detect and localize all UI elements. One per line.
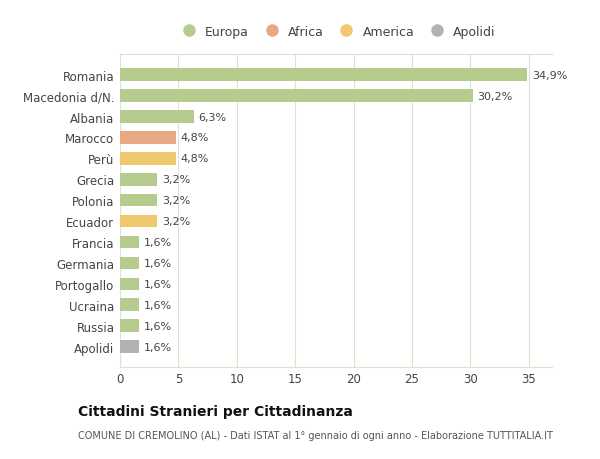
Text: Cittadini Stranieri per Cittadinanza: Cittadini Stranieri per Cittadinanza — [78, 404, 353, 419]
Bar — [120, 341, 139, 353]
Text: 1,6%: 1,6% — [143, 321, 172, 331]
Bar — [120, 236, 139, 249]
Bar — [120, 174, 157, 186]
Bar — [120, 69, 527, 82]
Text: 3,2%: 3,2% — [162, 217, 190, 227]
Bar — [120, 319, 139, 332]
Text: 1,6%: 1,6% — [143, 342, 172, 352]
Text: COMUNE DI CREMOLINO (AL) - Dati ISTAT al 1° gennaio di ogni anno - Elaborazione : COMUNE DI CREMOLINO (AL) - Dati ISTAT al… — [78, 431, 553, 440]
Bar — [120, 153, 176, 165]
Text: 3,2%: 3,2% — [162, 175, 190, 185]
Text: 34,9%: 34,9% — [532, 71, 568, 80]
Legend: Europa, Africa, America, Apolidi: Europa, Africa, America, Apolidi — [172, 21, 500, 44]
Bar — [120, 299, 139, 311]
Bar — [120, 257, 139, 269]
Text: 1,6%: 1,6% — [143, 300, 172, 310]
Text: 4,8%: 4,8% — [181, 154, 209, 164]
Text: 30,2%: 30,2% — [477, 91, 512, 101]
Text: 1,6%: 1,6% — [143, 258, 172, 269]
Bar — [120, 90, 473, 103]
Bar — [120, 132, 176, 145]
Text: 6,3%: 6,3% — [198, 112, 226, 122]
Bar — [120, 111, 194, 123]
Bar — [120, 215, 157, 228]
Text: 1,6%: 1,6% — [143, 279, 172, 289]
Bar — [120, 195, 157, 207]
Text: 3,2%: 3,2% — [162, 196, 190, 206]
Bar — [120, 278, 139, 291]
Text: 1,6%: 1,6% — [143, 237, 172, 247]
Text: 4,8%: 4,8% — [181, 133, 209, 143]
